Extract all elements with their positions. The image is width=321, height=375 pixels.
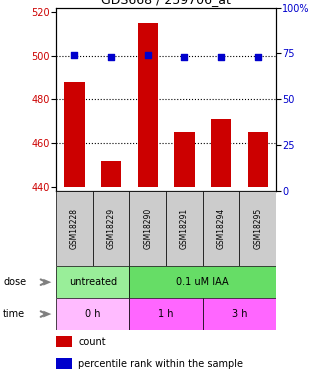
Text: 3 h: 3 h [232,309,247,319]
Text: GSM18228: GSM18228 [70,208,79,249]
Text: dose: dose [3,277,26,287]
Bar [129,266,276,298]
Text: GSM18294: GSM18294 [217,208,226,249]
Point [108,54,114,60]
Bar [56,336,72,347]
Title: GDS668 / 259706_at: GDS668 / 259706_at [101,0,231,6]
Bar [138,23,158,187]
Bar [56,266,129,298]
Text: untreated: untreated [69,277,117,287]
Bar [56,358,72,369]
Bar [203,298,276,330]
Text: 0.1 uM IAA: 0.1 uM IAA [177,277,229,287]
Bar [129,191,166,266]
Text: time: time [3,309,25,319]
Text: count: count [78,337,106,347]
Text: 0 h: 0 h [85,309,100,319]
Text: GSM18295: GSM18295 [253,208,262,249]
Bar [248,132,268,187]
Bar [174,132,195,187]
Text: GSM18291: GSM18291 [180,208,189,249]
Bar [65,82,84,187]
Point [255,54,260,60]
Bar [203,191,239,266]
Point [145,52,150,58]
Point [72,52,77,58]
Bar [211,119,231,187]
Bar [56,298,129,330]
Bar [129,298,203,330]
Point [219,54,224,60]
Bar [101,160,121,187]
Bar [166,191,203,266]
Text: percentile rank within the sample: percentile rank within the sample [78,358,243,369]
Bar [93,191,129,266]
Text: 1 h: 1 h [158,309,174,319]
Text: GSM18229: GSM18229 [107,208,116,249]
Bar [56,191,93,266]
Bar [239,191,276,266]
Point [182,54,187,60]
Text: GSM18290: GSM18290 [143,208,152,249]
